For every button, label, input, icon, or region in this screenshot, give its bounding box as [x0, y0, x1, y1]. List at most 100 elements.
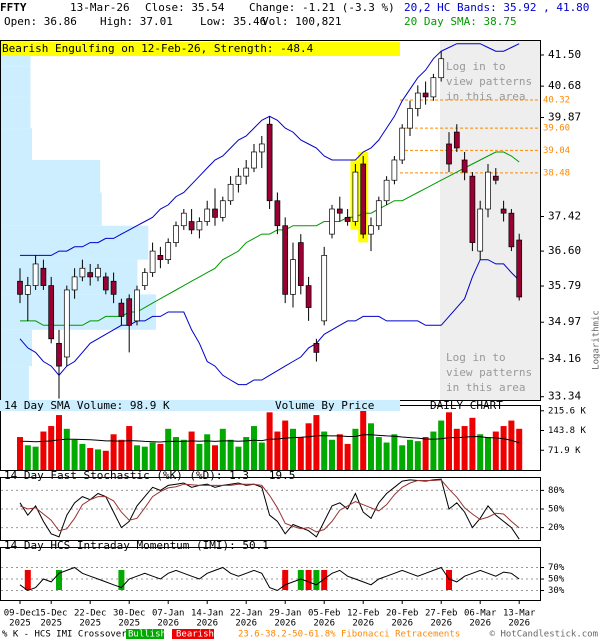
volume-bar	[290, 428, 296, 470]
candle-body	[492, 175, 499, 181]
volume-bar	[360, 406, 367, 470]
volume-bar	[157, 443, 164, 470]
volume-by-price-bar	[1, 329, 32, 367]
bullish-signal	[118, 570, 125, 590]
volume-by-price-bar	[1, 159, 101, 193]
volume-bar	[477, 434, 484, 470]
volume-bar	[102, 450, 109, 470]
volume-bar	[48, 426, 55, 470]
fib-label: 40.32	[543, 95, 570, 105]
volume-bar	[368, 423, 374, 470]
candle-body	[375, 200, 382, 227]
candle-body	[500, 208, 507, 214]
candle-body	[141, 272, 148, 286]
candle-body	[24, 285, 31, 295]
candle-body	[430, 77, 437, 98]
volume-bar	[297, 437, 304, 470]
x-tick-label: 14-Jan	[191, 609, 224, 619]
volume-by-price-bar	[1, 225, 149, 260]
y-tick-label: 39.87	[548, 111, 581, 124]
login-notice: view patterns	[446, 366, 532, 379]
volume-bar	[235, 446, 242, 470]
date: 13-Mar-26	[70, 1, 130, 14]
overlay-line	[19, 259, 520, 386]
bands-label: 20,2 HC Bands: 35.92 , 41.80	[404, 1, 589, 14]
volume-bar	[243, 437, 250, 470]
x-tick-year: 2026	[352, 619, 374, 629]
volume-bar	[352, 428, 359, 470]
legend-swatch	[126, 629, 164, 639]
volume-bar	[391, 434, 398, 470]
candle-body	[282, 225, 289, 295]
y-tick-label: 35.79	[548, 279, 581, 292]
x-tick-label: 09-Dec	[4, 609, 37, 619]
volume-bar	[321, 431, 328, 470]
x-tick-year: 2026	[508, 619, 530, 629]
series-line	[19, 566, 520, 592]
y-tick-label: 34.97	[548, 315, 581, 328]
volume-bar	[165, 428, 172, 470]
y-tick-label: 80%	[548, 486, 565, 496]
high: High: 37.01	[100, 15, 173, 28]
volume-bar	[40, 431, 47, 470]
low: Low: 35.46	[200, 15, 266, 28]
y-tick-label: 70%	[548, 563, 565, 573]
candle-body	[336, 208, 343, 214]
candle-body	[469, 175, 476, 243]
candle-body	[422, 92, 429, 98]
volume-bar	[516, 428, 523, 470]
login-notice: Log in to	[446, 60, 506, 73]
legend-text: 23.6-38.2-50-61.8% Fibonacci Retracement…	[238, 630, 460, 640]
bullish-signal	[56, 570, 62, 590]
volume-bar	[32, 446, 39, 470]
candle-body	[188, 221, 195, 231]
y-tick-label: 34.16	[548, 352, 581, 365]
candle-body	[149, 250, 156, 273]
x-tick-year: 2026	[157, 619, 179, 629]
login-notice: in this area	[446, 381, 525, 394]
candle-body	[407, 108, 413, 129]
overlay-line	[20, 151, 520, 326]
candle-body	[274, 200, 281, 227]
x-tick-year: 2026	[430, 619, 452, 629]
candle-body	[414, 92, 421, 109]
candle-body	[477, 208, 484, 252]
candle-body	[40, 267, 47, 286]
candle-body	[17, 280, 23, 295]
x-tick-label: 15-Dec	[35, 609, 68, 619]
volume-bar	[329, 439, 335, 470]
x-tick-label: 07-Jan	[152, 609, 185, 619]
y-tick-label: 36.60	[548, 244, 581, 257]
volume-bar	[422, 437, 429, 470]
volume-bar	[188, 431, 195, 470]
y-tick-label: 20%	[548, 523, 565, 533]
candle-body	[485, 171, 491, 210]
x-tick-label: 27-Feb	[425, 609, 458, 619]
candle-body	[79, 267, 86, 278]
pattern-text: Bearish Engulfing on 12-Feb-26, Strength…	[2, 42, 314, 55]
volume-bar	[438, 420, 445, 470]
candle-body	[461, 159, 468, 173]
open: Open: 36.86	[4, 15, 77, 28]
x-tick-year: 2026	[313, 619, 335, 629]
candle-body	[305, 285, 312, 308]
fib-label: 39.60	[543, 124, 570, 134]
candle-body	[258, 143, 265, 153]
volume-bar	[508, 420, 515, 470]
volume-bar	[258, 442, 265, 470]
volume-by-price-bar	[1, 66, 31, 97]
candle-body	[102, 276, 109, 291]
candle-body	[110, 280, 117, 295]
x-tick-year: 2026	[196, 619, 218, 629]
bearish-signal	[24, 570, 31, 590]
volume-bar	[453, 428, 460, 470]
x-tick-year: 2026	[469, 619, 491, 629]
x-tick-label: 13-Mar	[503, 609, 536, 619]
volume-bar	[17, 437, 23, 470]
candle-body	[243, 167, 250, 177]
bearish-signal	[305, 570, 312, 590]
volume-bar	[227, 439, 234, 470]
volume-bar	[344, 443, 351, 470]
candle-body	[95, 267, 101, 278]
